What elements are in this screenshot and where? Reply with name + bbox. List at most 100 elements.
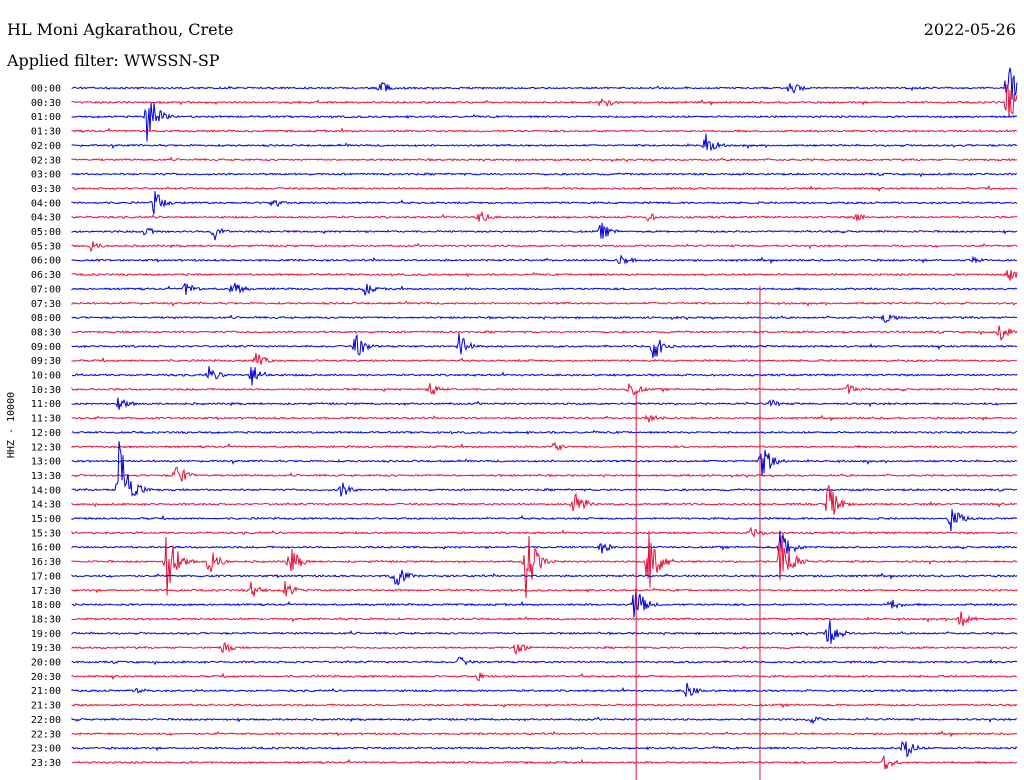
trace-line — [71, 282, 1018, 296]
trace-line — [71, 716, 1017, 725]
station-title: HL Moni Agkarathou, Crete — [7, 20, 234, 39]
trace-line — [71, 730, 1018, 738]
time-tick-label: 16:30 — [31, 557, 61, 568]
trace-line — [71, 314, 1018, 323]
time-tick-label: 21:00 — [31, 686, 61, 697]
time-tick-label: 08:00 — [31, 313, 61, 324]
time-tick-label: 04:30 — [31, 213, 61, 224]
time-tick-label: 03:00 — [31, 170, 61, 181]
time-tick-label: 14:30 — [31, 500, 61, 511]
trace-line — [71, 191, 1018, 215]
time-tick-label: 05:00 — [31, 227, 61, 238]
trace-line — [71, 184, 1018, 193]
time-tick-label: 09:30 — [31, 356, 61, 367]
trace-line — [71, 270, 1018, 281]
trace-line — [71, 429, 1018, 435]
time-tick-label: 16:00 — [31, 543, 61, 554]
time-tick-label: 07:00 — [31, 284, 61, 295]
time-tick-label: 20:30 — [31, 672, 61, 683]
trace-line — [71, 300, 1018, 308]
trace-line — [71, 366, 1018, 386]
time-tick-label: 09:00 — [31, 342, 61, 353]
time-tick-label: 23:00 — [31, 744, 61, 755]
time-tick-label: 19:30 — [31, 643, 61, 654]
trace-line — [71, 414, 1018, 423]
trace-line — [71, 580, 1018, 597]
time-tick-label: 11:00 — [31, 399, 61, 410]
trace-line — [71, 156, 1018, 163]
date-label: 2022-05-26 — [923, 20, 1016, 39]
y-axis-label: HHZ - 10000 — [6, 392, 17, 458]
trace-line — [71, 611, 1018, 627]
time-tick-label: 07:30 — [31, 299, 61, 310]
trace-line — [71, 703, 1018, 709]
time-tick-label: 10:00 — [31, 371, 61, 382]
trace-line — [71, 210, 1018, 222]
time-tick-label: 11:30 — [31, 414, 61, 425]
trace-line — [71, 641, 1018, 656]
time-tick-label: 23:30 — [31, 758, 61, 769]
trace-line — [71, 741, 1018, 758]
time-tick-label: 19:00 — [31, 629, 61, 640]
trace-line — [71, 441, 1018, 497]
time-tick-label: 00:00 — [31, 84, 61, 95]
trace-line — [71, 449, 1018, 477]
trace-line — [71, 526, 1018, 538]
trace-line — [71, 441, 1018, 452]
trace-line — [71, 530, 1018, 599]
time-tick-label: 12:00 — [31, 428, 61, 439]
trace-line — [71, 656, 1018, 666]
time-tick-label: 13:00 — [31, 457, 61, 468]
trace-line — [71, 620, 1018, 644]
time-tick-label: 14:00 — [31, 485, 61, 496]
time-tick-label: 00:30 — [31, 98, 61, 109]
time-tick-label: 02:00 — [31, 141, 61, 152]
time-tick-label: 12:30 — [31, 442, 61, 453]
time-tick-label: 17:30 — [31, 586, 61, 597]
trace-line — [71, 83, 1018, 118]
trace-line — [71, 509, 1018, 532]
time-tick-label: 22:30 — [31, 729, 61, 740]
time-tick-label: 15:30 — [31, 528, 61, 539]
trace-line — [71, 127, 1018, 133]
trace-line — [71, 241, 1018, 253]
time-tick-label: 18:00 — [31, 600, 61, 611]
time-tick-label: 08:30 — [31, 327, 61, 338]
filter-label: Applied filter: WWSSN-SP — [7, 51, 220, 70]
trace-line — [71, 172, 1018, 178]
time-tick-label: 01:30 — [31, 127, 61, 138]
time-tick-label: 04:00 — [31, 198, 61, 209]
trace-line — [71, 383, 1018, 396]
time-tick-label: 01:00 — [31, 112, 61, 123]
trace-line — [71, 569, 1018, 586]
time-tick-label: 02:30 — [31, 155, 61, 166]
trace-line — [71, 254, 1018, 265]
time-tick-label: 21:30 — [31, 701, 61, 712]
trace-line — [71, 325, 1018, 341]
trace-line — [71, 332, 1018, 359]
trace-line — [71, 682, 1018, 697]
time-tick-label: 06:30 — [31, 270, 61, 281]
trace-line — [71, 484, 1018, 515]
trace-line — [71, 222, 1018, 241]
time-tick-label: 13:30 — [31, 471, 61, 482]
trace-line — [71, 587, 1018, 618]
time-tick-label: 15:00 — [31, 514, 61, 525]
trace-line — [71, 397, 1018, 410]
time-tick-labels: 00:00 00:30 01:00 01:30 02:00 02:30 03:00 03:30… — [31, 84, 61, 769]
trace-line — [71, 755, 1018, 770]
time-tick-label: 20:00 — [31, 658, 61, 669]
trace-line — [71, 530, 1018, 554]
time-tick-label: 05:30 — [31, 241, 61, 252]
time-tick-label: 06:00 — [31, 256, 61, 267]
time-tick-label: 22:00 — [31, 715, 61, 726]
trace-line — [71, 67, 1018, 100]
time-tick-label: 10:30 — [31, 385, 61, 396]
time-tick-label: 03:30 — [31, 184, 61, 195]
trace-line — [71, 133, 1018, 152]
trace-line — [71, 466, 1018, 482]
trace-line — [71, 102, 1018, 142]
time-tick-label: 18:30 — [31, 614, 61, 625]
trace-line — [71, 352, 1018, 365]
